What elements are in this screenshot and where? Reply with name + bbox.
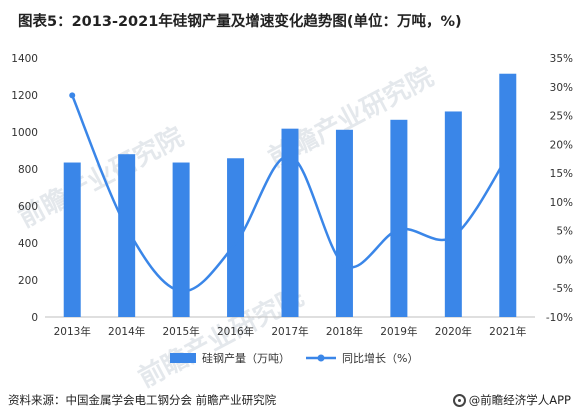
left-axis-tick-label: 1200 [11,90,38,102]
left-axis-tick-label: 0 [31,312,38,324]
right-axis-tick-label: 20% [550,139,573,151]
left-axis-tick-label: 400 [18,238,38,250]
brand-credit: @前瞻经济学人APP [452,392,571,408]
growth-line [71,94,509,293]
legend-swatch-line-marker [317,354,325,362]
left-axis-tick-label: 600 [18,201,38,213]
left-axis-tick-label: 200 [18,275,38,287]
legend-label-bar: 硅钢产量（万吨） [202,351,290,365]
right-axis-tick-label: 35% [550,53,573,65]
watermark-text: 前瞻产业研究院 [13,121,188,234]
brand-logo-icon [452,393,466,407]
x-axis-tick-label: 2021年 [489,325,526,338]
right-axis-tick-label: -10% [546,312,573,324]
x-axis-tick-label: 2016年 [217,325,254,338]
x-axis-tick-label: 2014年 [108,325,145,338]
right-axis-tick-label: 30% [550,82,573,94]
x-axis-tick-label: 2019年 [380,325,417,338]
right-axis-tick-label: 10% [550,197,573,209]
x-axis-tick-label: 2018年 [326,325,363,338]
x-axis-tick-label: 2017年 [271,325,308,338]
left-axis-tick-label: 1000 [11,127,38,139]
x-axis-tick-label: 2013年 [54,325,91,338]
bar [118,154,136,317]
right-axis-tick-label: 5% [556,226,573,238]
right-axis-tick-label: -5% [553,283,573,295]
source-note: 资料来源：中国金属学会电工钢分会 前瞻产业研究院 [8,393,277,407]
x-axis-tick-label: 2020年 [435,325,472,338]
bar [63,162,81,317]
legend-swatch-bar [170,353,196,363]
bar [444,111,462,317]
bar [281,128,299,317]
bar [390,119,408,317]
bar [227,158,245,317]
legend-label-line: 同比增长（%） [342,351,418,365]
right-axis-tick-label: 15% [550,168,573,180]
chart-title: 图表5：2013-2021年硅钢产量及增速变化趋势图(单位：万吨，%) [18,14,462,30]
growth-line-marker [69,92,76,99]
right-axis-tick-label: 25% [550,111,573,123]
left-axis-tick-label: 1400 [11,53,38,65]
brand-label: @前瞻经济学人APP [468,393,571,407]
bar [172,162,190,317]
x-axis-tick-label: 2015年 [162,325,199,338]
right-axis-tick-label: 0% [556,254,573,266]
bar [335,129,353,317]
left-axis-tick-label: 800 [18,164,38,176]
bar [499,73,517,317]
